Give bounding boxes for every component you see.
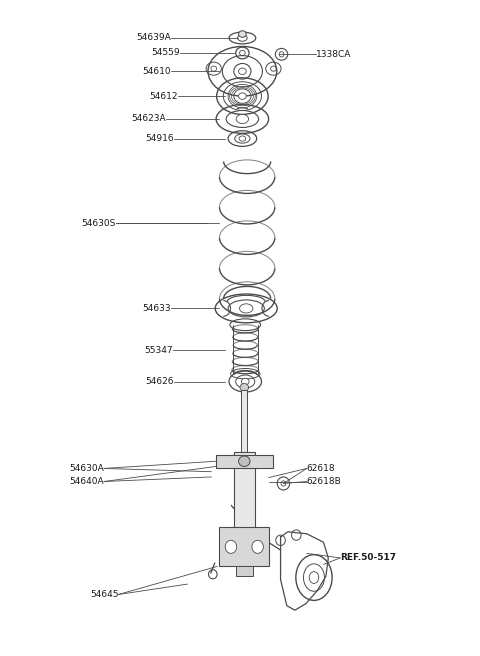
Ellipse shape — [240, 384, 249, 392]
Text: 55347: 55347 — [144, 346, 173, 355]
Bar — [236, 565, 252, 576]
Ellipse shape — [239, 93, 246, 99]
Ellipse shape — [225, 541, 237, 554]
Ellipse shape — [239, 136, 246, 141]
Ellipse shape — [252, 541, 264, 554]
Text: 54610: 54610 — [142, 67, 171, 76]
Bar — [219, 527, 269, 566]
Ellipse shape — [309, 571, 319, 583]
Ellipse shape — [241, 379, 249, 385]
Text: 62618B: 62618B — [307, 477, 342, 486]
Text: 54612: 54612 — [149, 92, 178, 100]
Bar — [234, 452, 255, 558]
Text: 54645: 54645 — [90, 590, 118, 599]
Text: REF.50-517: REF.50-517 — [340, 554, 396, 562]
Ellipse shape — [239, 68, 246, 75]
Text: 54640A: 54640A — [70, 477, 104, 486]
Text: 54916: 54916 — [145, 134, 174, 143]
Text: 54630S: 54630S — [82, 219, 116, 228]
Ellipse shape — [239, 456, 250, 466]
Text: 54626: 54626 — [145, 377, 174, 386]
Ellipse shape — [239, 31, 246, 37]
Text: 54559: 54559 — [152, 49, 180, 58]
Ellipse shape — [236, 114, 249, 123]
Bar — [216, 455, 273, 468]
Text: 54623A: 54623A — [132, 114, 166, 123]
Text: 54633: 54633 — [142, 304, 171, 313]
Text: 62618: 62618 — [307, 464, 336, 473]
Text: 1338CA: 1338CA — [316, 50, 352, 59]
Ellipse shape — [240, 304, 253, 313]
Text: 54630A: 54630A — [69, 464, 104, 473]
Text: 54639A: 54639A — [136, 33, 171, 43]
Bar — [241, 390, 247, 452]
